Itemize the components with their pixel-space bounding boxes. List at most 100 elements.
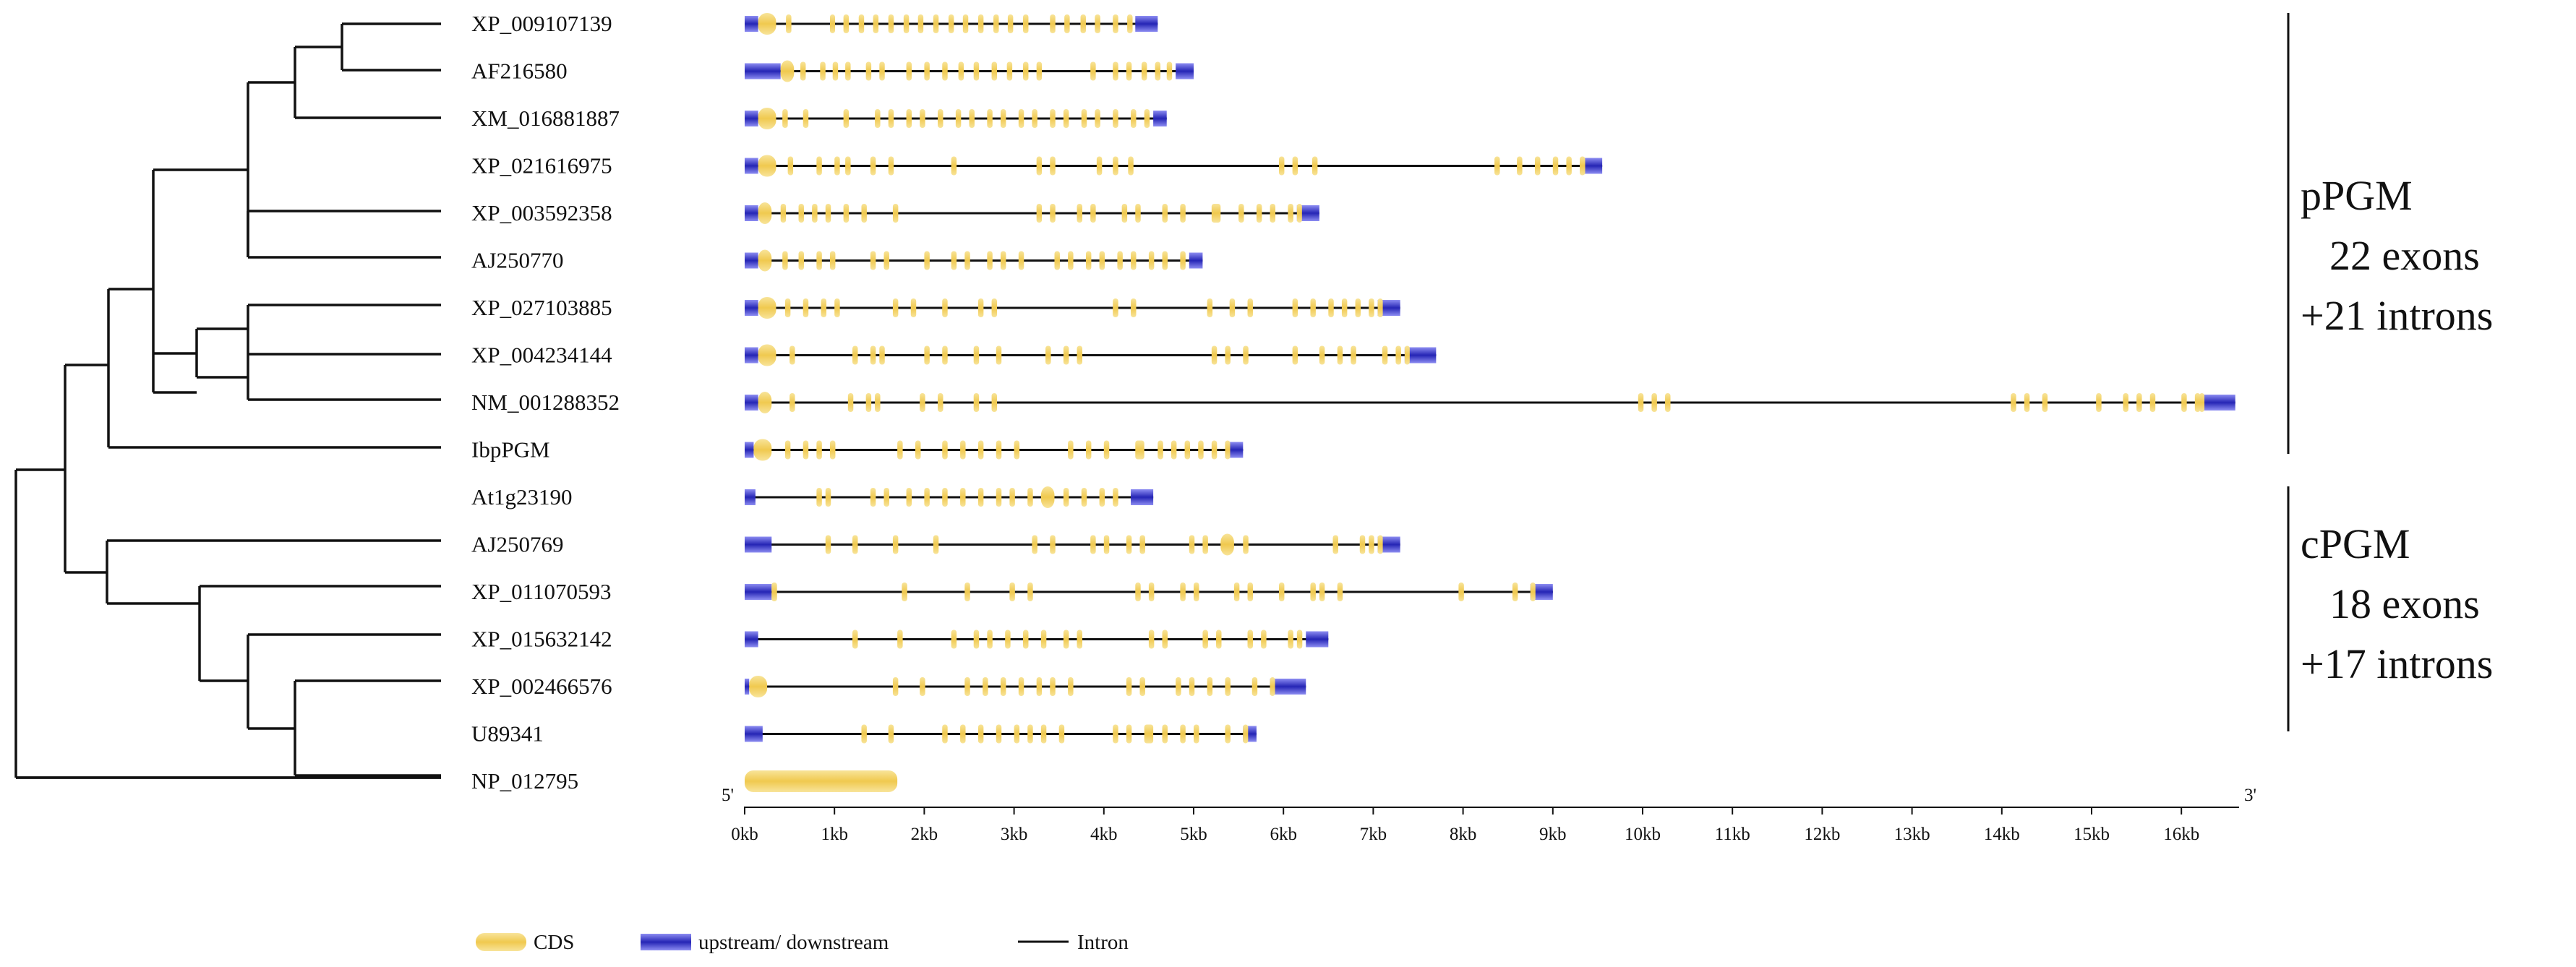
cds-exon [1404, 345, 1410, 365]
cds-exon [888, 156, 894, 176]
cds-exon [820, 61, 826, 81]
cds-exon [883, 251, 889, 270]
cds-exon [888, 724, 894, 744]
gene-label: XM_016881887 [471, 106, 620, 131]
utr-block [1584, 158, 1603, 174]
cds-exon [1085, 440, 1092, 460]
cds-exon [1063, 345, 1069, 365]
cds-exon [1027, 583, 1033, 601]
cds-exon [1050, 109, 1056, 128]
cds-exon [1243, 535, 1249, 554]
cds-exon [1665, 393, 1671, 412]
cds-exon [1135, 204, 1141, 223]
cds-exon [1141, 61, 1147, 81]
cds-exon [834, 156, 840, 176]
cds-exon [1032, 535, 1037, 554]
cds-exon [917, 14, 924, 33]
axis-tick-label: 10kb [1625, 825, 1661, 844]
cds-exon [1131, 109, 1137, 128]
cds-exon [960, 724, 966, 744]
group-ppgm: pPGM 22 exons +21 introns [2287, 13, 2493, 454]
cds-exon [787, 156, 794, 176]
gene-label: U89341 [471, 721, 544, 747]
cds-exon [1080, 14, 1086, 33]
cds-exon [1148, 629, 1155, 649]
gene-structures [745, 13, 2235, 792]
cds-exon [758, 108, 776, 129]
cds-exon [843, 204, 850, 223]
axis-tick-label: 16kb [2163, 825, 2199, 844]
cds-exon [888, 109, 894, 128]
cds-exon [996, 488, 1002, 507]
cds-exon [834, 298, 840, 317]
cds-exon [790, 393, 795, 412]
utr-block [1377, 300, 1400, 316]
cds-exon [861, 724, 867, 744]
cds-exon [951, 251, 957, 270]
gene-label: XP_009107139 [471, 11, 612, 36]
phylogenetic-tree [14, 22, 441, 779]
gene-label: XP_015632142 [471, 627, 612, 652]
cds-exon [829, 251, 836, 270]
axis-tick-label: 1kb [821, 825, 848, 844]
gene-labels: XP_009107139 AF216580 XM_016881887 XP_02161… [471, 11, 620, 794]
cds-exon [962, 14, 969, 33]
cds-exon [958, 61, 964, 81]
cds-exon [942, 440, 948, 460]
cds-exon [1113, 61, 1118, 81]
cds-exon [873, 14, 879, 33]
cds-exon [910, 298, 917, 317]
cds-exon [1058, 724, 1065, 744]
cds-exon [1166, 61, 1173, 81]
cds-exon [852, 629, 858, 649]
cds-exon [1377, 298, 1383, 317]
cds-exon [865, 61, 872, 81]
cds-exon [920, 393, 925, 412]
utr-block [1153, 111, 1167, 126]
gene-row [745, 60, 1194, 82]
cds-exon [1180, 204, 1186, 223]
cds-exon [1081, 488, 1087, 507]
axis-tick-label: 12kb [1804, 825, 1840, 844]
axis-tick-label: 8kb [1450, 825, 1477, 844]
utr-block [1135, 16, 1158, 32]
cds-exon [825, 488, 831, 507]
cds-exon [1096, 156, 1103, 176]
cds-exon [991, 61, 998, 81]
cds-exon [991, 393, 998, 412]
cds-exon [1000, 109, 1006, 128]
cds-exon [1292, 298, 1298, 317]
gene-row [745, 249, 1203, 272]
cds-exon [821, 298, 827, 317]
cds-exon [964, 583, 970, 601]
cds-exon [1512, 583, 1518, 601]
cds-exon [771, 583, 777, 601]
cds-exon [1211, 345, 1218, 365]
cds-exon [897, 629, 903, 649]
cds-exon [2024, 393, 2030, 412]
cds-exon [1000, 251, 1006, 270]
cds-exon [1162, 204, 1168, 223]
cds-exon [845, 61, 851, 81]
cds-exon [1194, 724, 1199, 744]
cds-exon [987, 629, 993, 649]
axis-tick-label: 13kb [1894, 825, 1930, 844]
cds-exon [1103, 535, 1110, 554]
cds-exon [1651, 393, 1657, 412]
cds-exon [1220, 533, 1234, 556]
cds-exon [906, 61, 912, 81]
utr-block [745, 631, 758, 648]
cds-exon [969, 109, 975, 128]
tree-branch [247, 81, 295, 257]
cds-exon [1162, 629, 1168, 649]
cds-exon [1395, 345, 1401, 365]
cds-exon [1040, 629, 1047, 649]
tree-branch [294, 679, 441, 777]
utr-block [1270, 679, 1306, 695]
utr-block [745, 111, 758, 126]
cds-exon [798, 251, 804, 270]
cds-exon [1090, 204, 1096, 223]
cds-exon [784, 440, 791, 460]
cds-exon [1233, 583, 1240, 601]
cds-exon [1144, 724, 1154, 744]
